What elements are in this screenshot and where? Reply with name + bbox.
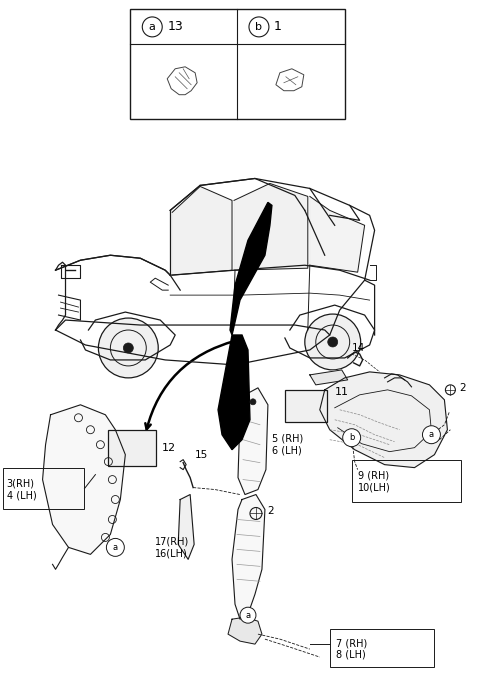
Circle shape <box>249 17 269 37</box>
Polygon shape <box>238 388 268 495</box>
Text: 1: 1 <box>274 20 282 34</box>
Bar <box>330 629 434 667</box>
Text: 7 (RH)
8 (LH): 7 (RH) 8 (LH) <box>336 638 367 660</box>
Circle shape <box>422 426 441 444</box>
Text: 2: 2 <box>459 383 466 393</box>
Polygon shape <box>310 370 348 385</box>
Polygon shape <box>320 372 447 468</box>
Circle shape <box>240 607 256 623</box>
Polygon shape <box>234 184 308 270</box>
Text: b: b <box>255 22 263 32</box>
Bar <box>108 430 156 466</box>
Polygon shape <box>172 186 232 275</box>
Polygon shape <box>43 404 125 555</box>
Text: a: a <box>245 610 251 620</box>
Text: a: a <box>113 543 118 552</box>
Circle shape <box>107 538 124 557</box>
Bar <box>352 460 461 501</box>
Text: 3(RH)
4 (LH): 3(RH) 4 (LH) <box>7 479 36 500</box>
Circle shape <box>98 318 158 378</box>
Text: 11: 11 <box>335 387 349 397</box>
Text: 15: 15 <box>195 450 208 460</box>
Circle shape <box>305 314 360 370</box>
Bar <box>3 468 84 509</box>
Text: a: a <box>429 430 434 439</box>
Text: 2: 2 <box>267 507 274 516</box>
Circle shape <box>328 337 338 347</box>
Circle shape <box>250 399 256 404</box>
Bar <box>130 9 345 118</box>
Text: 12: 12 <box>162 443 176 453</box>
Text: 9 (RH)
10(LH): 9 (RH) 10(LH) <box>358 471 390 493</box>
Polygon shape <box>178 495 194 559</box>
Polygon shape <box>230 203 272 335</box>
Polygon shape <box>310 197 365 272</box>
Text: a: a <box>149 22 156 32</box>
Circle shape <box>142 17 162 37</box>
Text: 13: 13 <box>167 20 183 34</box>
Text: 17(RH)
16(LH): 17(RH) 16(LH) <box>155 536 190 558</box>
Polygon shape <box>228 617 262 644</box>
Polygon shape <box>232 495 265 619</box>
Text: b: b <box>349 433 354 442</box>
Text: 5 (RH)
6 (LH): 5 (RH) 6 (LH) <box>272 434 303 456</box>
Polygon shape <box>218 335 250 450</box>
Circle shape <box>123 343 133 353</box>
Text: 14: 14 <box>352 343 365 353</box>
Circle shape <box>343 429 360 447</box>
Bar <box>285 390 327 422</box>
